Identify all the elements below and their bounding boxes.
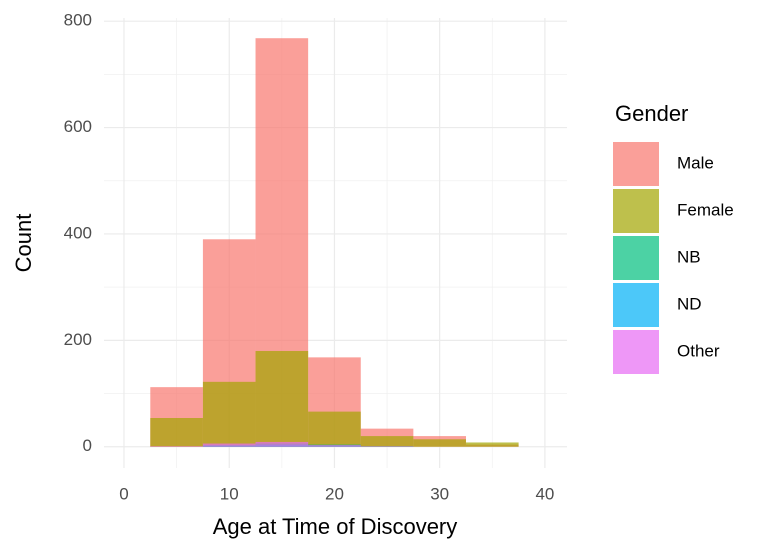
legend-swatch — [613, 283, 659, 327]
x-tick-label: 40 — [535, 484, 554, 503]
y-tick-label: 600 — [64, 117, 92, 136]
y-tick-label: 200 — [64, 330, 92, 349]
legend-swatch — [613, 330, 659, 374]
y-tick-label: 800 — [64, 11, 92, 30]
bar — [413, 439, 466, 447]
y-axis-title: Count — [11, 214, 36, 273]
legend-label: NB — [677, 247, 701, 266]
x-tick-label: 0 — [119, 484, 128, 503]
bar — [465, 442, 519, 447]
bar — [255, 350, 309, 447]
x-tick-label: 10 — [220, 484, 239, 503]
legend-label: Male — [677, 153, 714, 172]
bar — [150, 418, 203, 447]
legend-swatch — [613, 142, 659, 186]
y-tick-label: 400 — [64, 223, 92, 242]
bar — [308, 445, 361, 447]
legend-label: ND — [677, 294, 702, 313]
x-tick-label: 20 — [325, 484, 344, 503]
bar — [202, 381, 256, 447]
bar — [308, 411, 361, 447]
legend-title: Gender — [615, 101, 688, 126]
legend-swatch — [613, 189, 659, 233]
x-axis-title: Age at Time of Discovery — [213, 514, 458, 539]
bar — [255, 441, 309, 447]
bar — [150, 446, 203, 447]
bar — [202, 443, 256, 447]
bar — [360, 436, 414, 447]
bar — [360, 446, 414, 447]
y-tick-label: 0 — [83, 436, 92, 455]
legend-label: Other — [677, 341, 720, 360]
legend-label: Female — [677, 200, 734, 219]
x-tick-label: 30 — [430, 484, 449, 503]
legend-swatch — [613, 236, 659, 280]
